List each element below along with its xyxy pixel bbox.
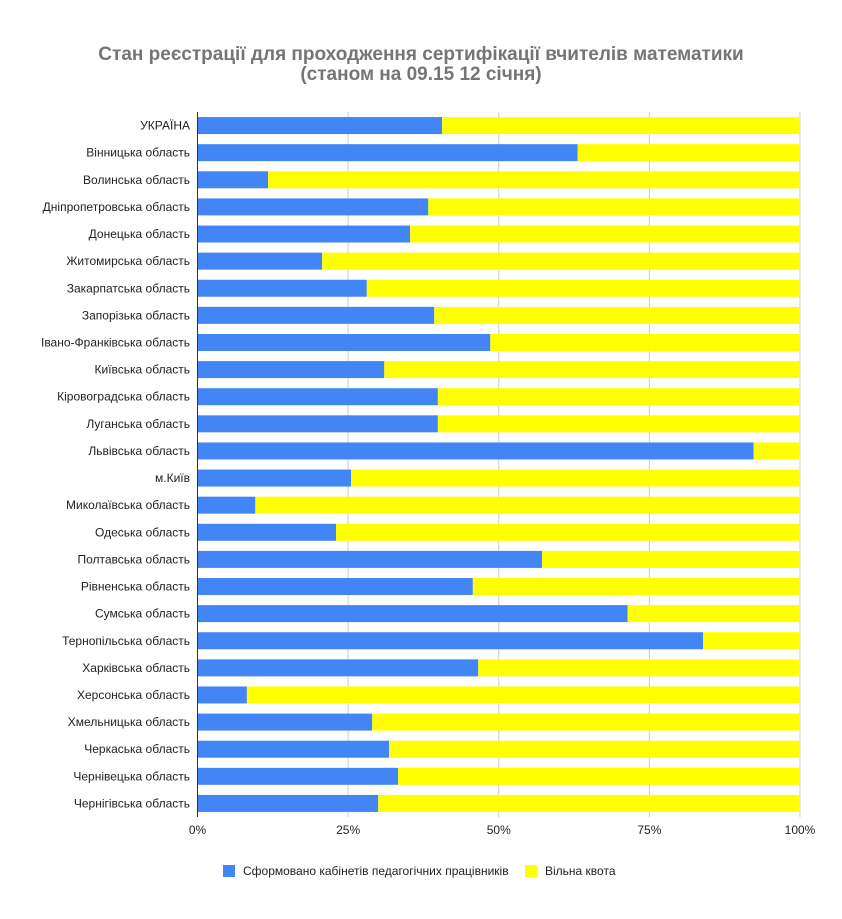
bar-formed <box>197 117 443 135</box>
gridlines <box>347 112 801 817</box>
bar-formed <box>197 605 628 623</box>
category-label: УКРАЇНА <box>140 119 190 133</box>
bar-free-quota <box>255 496 801 514</box>
bar-free-quota <box>478 659 800 677</box>
chart-subtitle: (станом на 09.15 12 січня) <box>300 64 541 85</box>
bar-formed <box>197 198 429 216</box>
legend-label-formed: Сформовано кабінетів педагогічних праців… <box>243 864 509 878</box>
category-label: Житомирська область <box>66 254 190 268</box>
category-label: Волинська область <box>83 173 190 187</box>
category-label: Черкаська область <box>84 742 190 756</box>
bar-free-quota <box>577 144 800 162</box>
bar-formed <box>197 388 438 406</box>
bars <box>197 117 801 812</box>
bar-formed <box>197 225 411 243</box>
category-label: Вінницька область <box>86 146 190 160</box>
bar-formed <box>197 686 247 704</box>
category-label: Полтавська область <box>77 552 190 566</box>
bar-formed <box>197 252 323 270</box>
x-tick-labels: 0% 25% 50% 75% 100% <box>189 823 816 837</box>
bar-formed <box>197 496 256 514</box>
category-label: Херсонська область <box>77 688 190 702</box>
bar-formed <box>197 550 543 568</box>
bar-free-quota <box>372 713 800 731</box>
category-label: Чернівецька область <box>73 769 190 783</box>
x-tick-label: 0% <box>189 823 207 837</box>
bar-formed <box>197 659 479 677</box>
bar-free-quota <box>322 252 800 270</box>
bar-free-quota <box>336 523 800 541</box>
category-label: Львівська область <box>88 444 190 458</box>
bar-free-quota <box>702 632 800 650</box>
category-label: Одеська область <box>95 525 190 539</box>
bar-formed <box>197 279 367 297</box>
category-label: Хмельницька область <box>68 715 190 729</box>
bar-formed <box>197 523 337 541</box>
category-label: Луганська область <box>86 417 190 431</box>
legend-swatch-formed <box>223 865 235 877</box>
bar-formed <box>197 632 703 650</box>
bar-formed <box>197 713 373 731</box>
x-tick-label: 50% <box>487 823 511 837</box>
category-label: Рівненська область <box>81 580 190 594</box>
bar-free-quota <box>351 469 800 487</box>
category-label: Чернігівська область <box>74 796 190 810</box>
bar-formed <box>197 306 435 324</box>
bar-formed <box>197 361 385 379</box>
bar-free-quota <box>246 686 800 704</box>
legend-swatch-free-quota <box>525 865 537 877</box>
category-labels: УКРАЇНА Вінницька область Волинська област… <box>41 119 190 811</box>
bar-formed <box>197 794 379 812</box>
bar-free-quota <box>490 333 800 351</box>
category-label: Тернопільська область <box>62 634 190 648</box>
x-tick-label: 25% <box>336 823 360 837</box>
bar-free-quota <box>753 442 800 460</box>
bar-free-quota <box>428 198 800 216</box>
x-tick-label: 75% <box>637 823 661 837</box>
category-label: Запорізька область <box>82 308 190 322</box>
x-tick-label: 100% <box>785 823 816 837</box>
bar-free-quota <box>267 171 800 189</box>
bar-free-quota <box>410 225 800 243</box>
bar-free-quota <box>378 794 800 812</box>
bar-free-quota <box>366 279 800 297</box>
bar-formed <box>197 578 473 596</box>
legend: Сформовано кабінетів педагогічних праців… <box>223 864 616 878</box>
category-label: Донецька область <box>89 227 190 241</box>
category-label: м.Київ <box>155 471 190 485</box>
category-label: Миколаївська область <box>66 498 190 512</box>
category-label: Харківська область <box>82 661 190 675</box>
bar-formed <box>197 469 352 487</box>
bar-formed <box>197 442 754 460</box>
bar-formed <box>197 144 578 162</box>
bar-free-quota <box>384 361 800 379</box>
bar-formed <box>197 171 268 189</box>
bar-free-quota <box>627 605 800 623</box>
chart-title: Стан реєстрації для проходження сертифік… <box>98 44 743 65</box>
category-label: Київська область <box>95 363 190 377</box>
bar-free-quota <box>434 306 800 324</box>
category-label: Дніпропетровська область <box>43 200 190 214</box>
category-label: Сумська область <box>95 607 190 621</box>
category-label: Кіровоградська область <box>57 390 190 404</box>
bar-formed <box>197 415 438 433</box>
bar-free-quota <box>398 767 800 785</box>
bar-formed <box>197 767 399 785</box>
legend-label-free-quota: Вільна квота <box>545 864 616 878</box>
category-label: Закарпатська область <box>67 281 190 295</box>
bar-formed <box>197 333 491 351</box>
bar-free-quota <box>437 415 800 433</box>
category-label: Івано-Франківська область <box>41 335 190 349</box>
bar-formed <box>197 740 390 758</box>
bar-free-quota <box>437 388 800 406</box>
bar-free-quota <box>442 117 800 135</box>
bar-free-quota <box>389 740 800 758</box>
bar-free-quota <box>472 578 800 596</box>
bar-free-quota <box>542 550 800 568</box>
